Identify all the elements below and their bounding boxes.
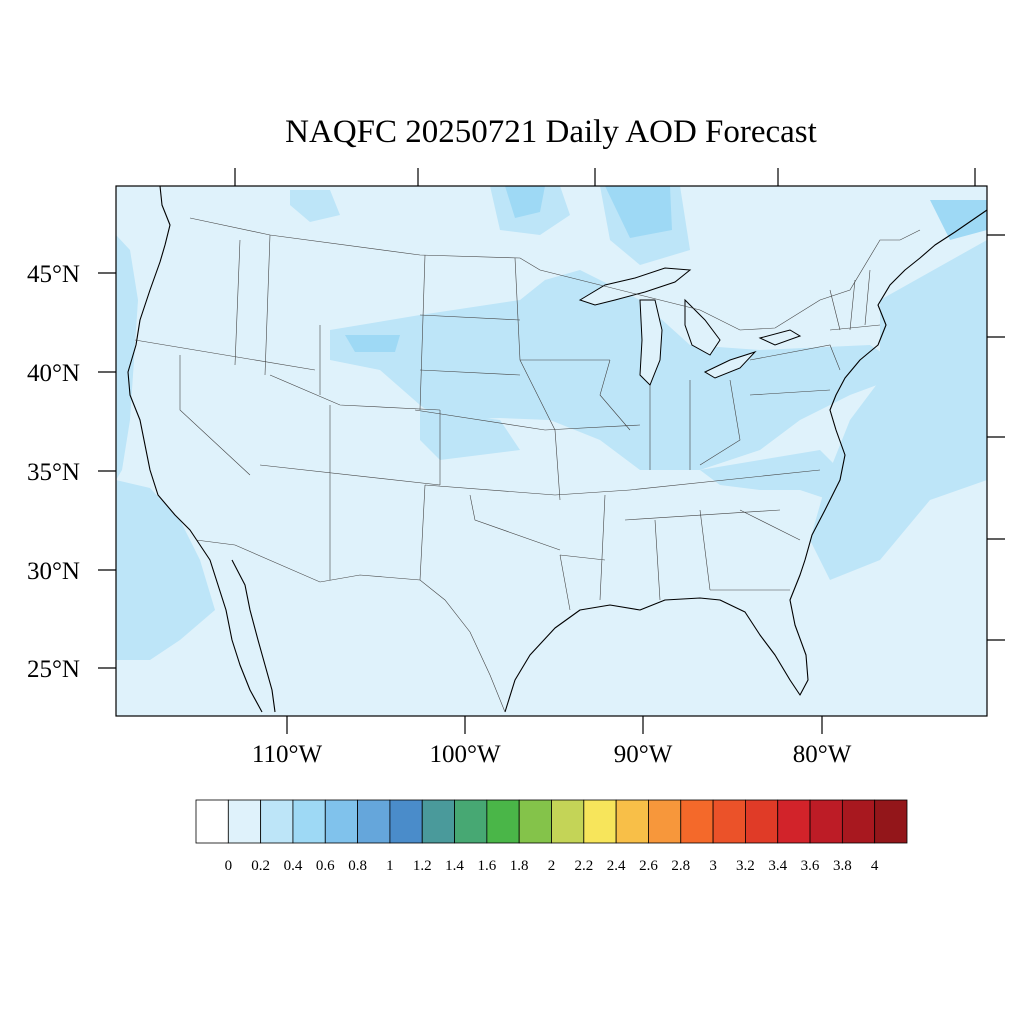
pacific-coastline [127,185,263,713]
state-lines-central [469,257,641,611]
colorbar-swatch-11 [551,799,585,844]
colorbar-swatch-19 [809,799,843,844]
colorbar-label-7: 1.4 [445,858,464,874]
map-frame [115,185,988,717]
lake-huron [684,298,721,356]
lon-label-110w: 110°W [252,741,323,768]
colorbar-swatch-14 [648,799,682,844]
atlantic-coastline [804,209,988,561]
colorbar-swatch-8 [454,799,488,844]
longitude-labels: 110°W 100°W 90°W 80°W [252,741,852,768]
atlantic-aod-area [810,240,987,580]
latitude-labels: 45°N 40°N 35°N 30°N 25°N [27,261,80,683]
colorbar-label-6: 1.2 [413,858,432,874]
colorbar-label-9: 1.8 [510,858,529,874]
colorbar-swatch-4 [324,799,358,844]
colorbar-label-1: 0.2 [251,858,270,874]
colorbar-swatch-10 [518,799,552,844]
colorbar-swatch-21 [874,799,908,844]
colorbar-swatch-5 [357,799,391,844]
colorbar-swatch-12 [583,799,617,844]
pacific-west-aod-area [116,235,138,480]
lon-label-100w: 100°W [429,741,500,768]
map-title: NAQFC 20250721 Daily AOD Forecast [285,114,817,150]
lat-label-35n: 35°N [27,459,80,486]
colorbar-swatch-15 [680,799,714,844]
nova-scotia-aod-core [930,200,987,240]
colorbar-swatch-3 [292,799,326,844]
pacific-southwest-aod-area [116,480,215,660]
lat-label-45n: 45°N [27,261,80,288]
canada-central-aod-core [505,186,545,218]
coastlines [127,185,988,713]
political-boundaries [134,217,921,713]
state-lines-west [134,234,556,581]
lake-erie [703,350,757,379]
lon-label-80w: 80°W [793,741,852,768]
canada-border [189,217,921,331]
colorbar-label-20: 4 [871,858,879,874]
colorbar-swatch-7 [421,799,455,844]
lake-michigan [639,299,663,386]
central-plains-aod-band [330,270,912,470]
lon-label-90w: 90°W [614,741,673,768]
map-area [115,185,988,717]
lat-label-40n: 40°N [27,360,80,387]
ontario-aod-core [605,186,672,238]
colorbar-label-18: 3.6 [801,858,820,874]
colorbar-swatch-1 [227,799,262,844]
colorbar-swatch-17 [745,799,779,844]
colorbar-label-5: 1 [386,858,394,874]
gulf-coastline [504,559,809,713]
colorbar-label-2: 0.4 [284,858,303,874]
great-lakes [578,267,802,386]
state-lines-east [624,269,881,601]
colorbar-swatch-2 [260,799,294,844]
axis-ticks [98,168,1005,734]
aod-shading [116,186,987,660]
lake-superior [578,267,692,306]
colorbar-label-17: 3.4 [768,858,787,874]
colorbar-swatch-13 [615,799,649,844]
lat-label-25n: 25°N [27,656,80,683]
canada-west-aod-area [290,190,340,222]
colorbar-swatch-20 [841,799,876,844]
colorbar-label-10: 2 [548,858,556,874]
baja-coastline [231,559,276,713]
wyoming-aod-core [345,335,400,352]
lat-label-30n: 30°N [27,558,80,585]
colorbar-label-14: 2.8 [671,858,690,874]
colorbar-label-13: 2.6 [639,858,658,874]
colorbar-swatch-9 [486,799,520,844]
colorbar-label-3: 0.6 [316,858,335,874]
colorbar-label-19: 3.8 [833,858,852,874]
colorbar [195,799,908,844]
colorbar-label-15: 3 [709,858,717,874]
colorbar-label-0: 0 [225,858,233,874]
colorbar-label-4: 0.8 [348,858,367,874]
colorbar-label-12: 2.4 [607,858,626,874]
colorbar-swatch-0 [195,799,229,844]
colorbar-labels: 0 0.2 0.4 0.6 0.8 1 1.2 1.4 1.6 1.8 2 2.2 2.4 2.6 2.8 3… [225,858,879,874]
colorbar-swatch-18 [777,799,811,844]
lake-ontario [758,329,802,346]
colorbar-swatch-16 [712,799,746,844]
colorbar-label-11: 2.2 [574,858,593,874]
colorbar-label-16: 3.2 [736,858,755,874]
colorbar-label-8: 1.6 [477,858,496,874]
colorbar-swatch-6 [389,799,423,844]
